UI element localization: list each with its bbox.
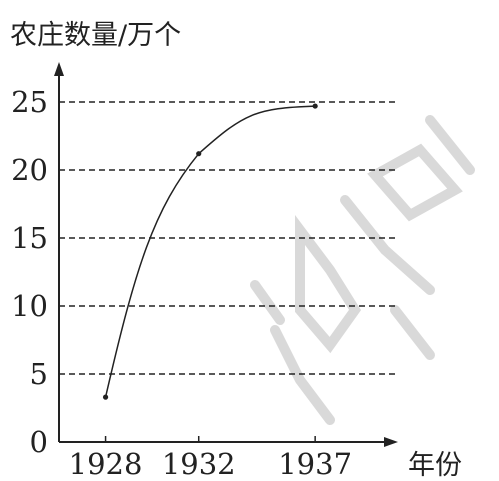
y-tick-label-20: 20 [11, 153, 48, 187]
x-axis-label: 年份 [408, 450, 462, 481]
x-tick-label-1932: 1932 [162, 447, 236, 481]
gridlines [59, 101, 398, 375]
data-point-1932 [196, 151, 202, 157]
series-line [104, 105, 316, 398]
x-tick-label-1928: 1928 [69, 447, 143, 481]
x-tick-labels: 1928 1932 1937 [69, 436, 352, 481]
y-tick-label-5: 5 [30, 357, 48, 391]
y-tick-label-15: 15 [11, 221, 48, 255]
data-points [102, 103, 318, 400]
y-axis-arrow [54, 62, 64, 76]
data-point-1937 [312, 103, 318, 109]
y-tick-label-0: 0 [30, 425, 48, 459]
y-axis-label: 农庄数量/万个 [10, 20, 181, 51]
y-tick-label-25: 25 [11, 85, 48, 119]
x-tick-label-1937: 1937 [278, 447, 352, 481]
y-tick-labels: 0 5 10 15 20 25 [11, 85, 48, 459]
data-point-1928 [102, 394, 109, 400]
y-tick-label-10: 10 [11, 289, 48, 323]
x-axis-arrow [384, 437, 398, 447]
watermark [250, 115, 475, 425]
